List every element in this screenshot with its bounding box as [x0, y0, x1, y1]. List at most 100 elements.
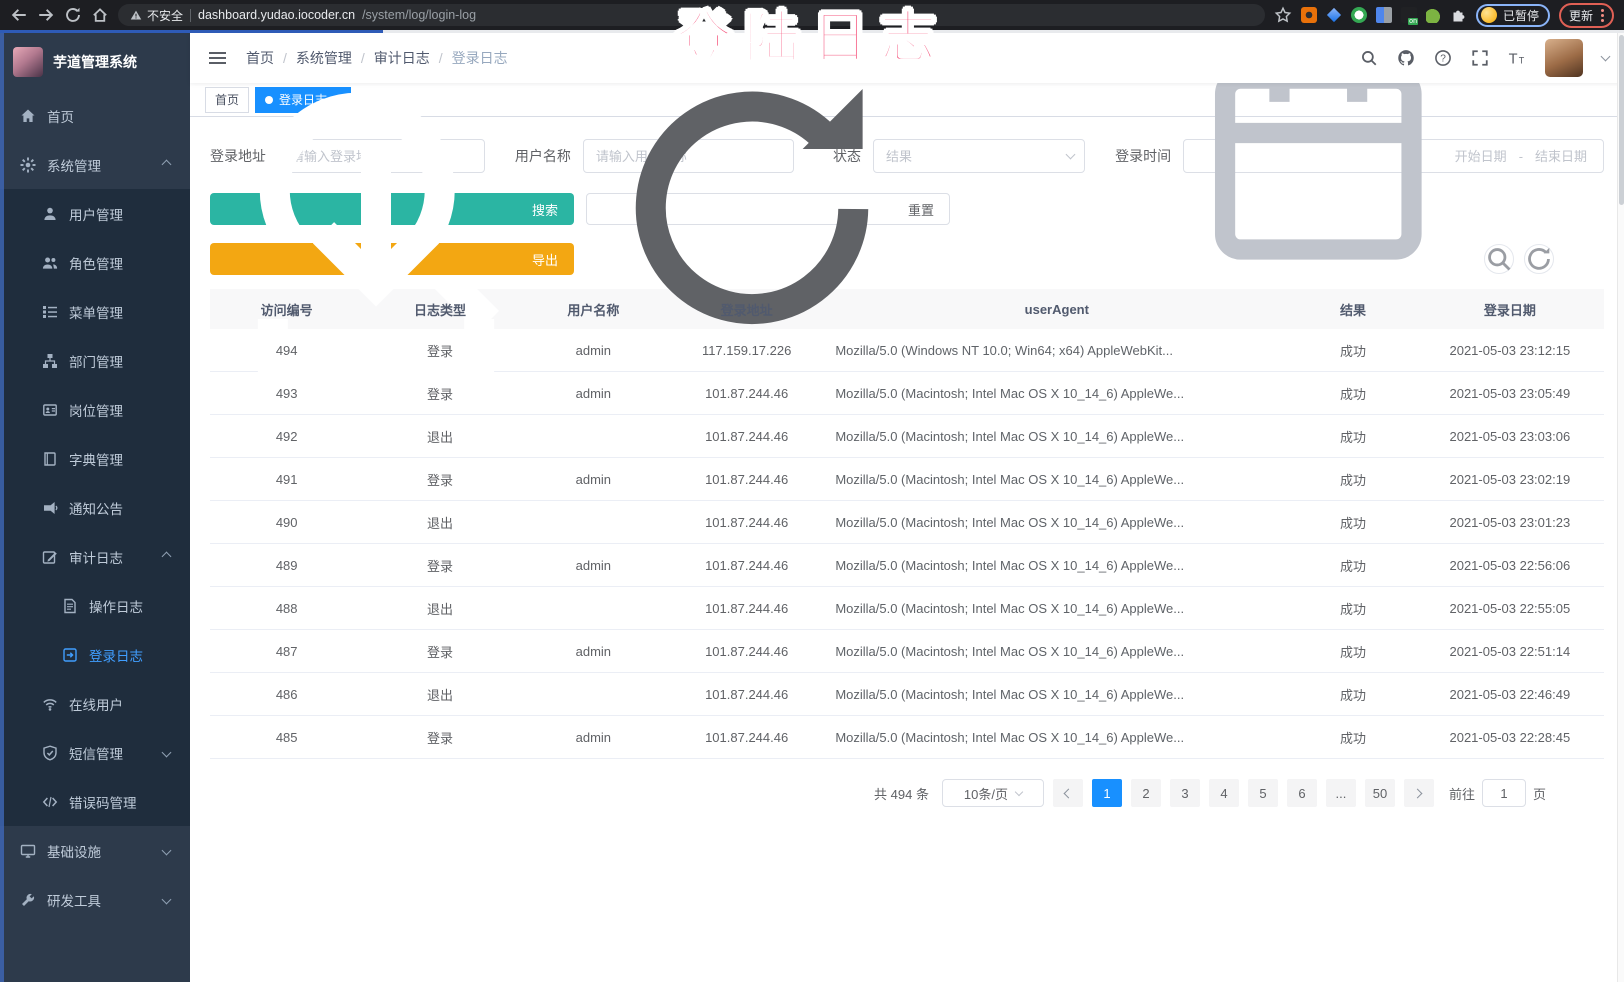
- export-button[interactable]: 导出: [210, 146, 575, 379]
- next-page-button[interactable]: [1403, 779, 1434, 807]
- table-row: 492 退出 101.87.244.46 Mozilla/5.0 (Macintosh…: [210, 415, 1604, 458]
- kebab-menu-icon[interactable]: [1601, 8, 1604, 22]
- sidebar-item-menu[interactable]: 菜单管理: [0, 287, 190, 336]
- sidebar-item-online-user[interactable]: 在线用户: [0, 679, 190, 728]
- cell-type: 退出: [426, 687, 453, 703]
- back-icon[interactable]: [10, 6, 28, 24]
- update-button[interactable]: 更新: [1558, 2, 1614, 28]
- sidebar-item-login-log[interactable]: 登录日志: [0, 630, 190, 679]
- cell-id: 492: [275, 428, 298, 444]
- username-label: 用户名称: [514, 148, 571, 164]
- sidebar-item-post[interactable]: 岗位管理: [0, 385, 190, 434]
- extension-leaf-icon[interactable]: [1425, 7, 1442, 23]
- toggle-search-button[interactable]: [1484, 244, 1514, 274]
- extension-green-icon[interactable]: [1350, 7, 1367, 23]
- github-icon[interactable]: [1397, 49, 1415, 67]
- extension-on-icon[interactable]: [1400, 7, 1418, 25]
- reload-icon[interactable]: [64, 6, 82, 24]
- app-logo[interactable]: 芋道管理系统: [0, 33, 190, 91]
- breadcrumb-audit-log[interactable]: 审计日志: [373, 50, 430, 66]
- cell-user_agent: Mozilla/5.0 (Macintosh; Intel Mac OS X 1…: [835, 729, 1185, 745]
- cell-user_agent: Mozilla/5.0 (Macintosh; Intel Mac OS X 1…: [835, 643, 1185, 659]
- sidebar-item-dept[interactable]: 部门管理: [0, 336, 190, 385]
- page-button-3[interactable]: 3: [1169, 779, 1200, 807]
- sidebar-item-errcode[interactable]: 错误码管理: [0, 777, 190, 826]
- breadcrumb-home[interactable]: 首页: [246, 50, 274, 66]
- breadcrumb-separator: /: [283, 50, 287, 66]
- home-icon[interactable]: [91, 6, 109, 24]
- sidebar-item-role[interactable]: 角色管理: [0, 238, 190, 287]
- tag-首页[interactable]: 首页: [205, 86, 250, 113]
- page-button-50[interactable]: 50: [1364, 779, 1395, 807]
- refresh-icon: [1525, 245, 1553, 273]
- sidebar-item-notice[interactable]: 通知公告: [0, 483, 190, 532]
- hamburger-icon[interactable]: [205, 48, 230, 68]
- svg-text:?: ?: [1440, 54, 1446, 65]
- page-scrollbar[interactable]: [1617, 33, 1624, 982]
- sidebar-item-dict[interactable]: 字典管理: [0, 434, 190, 483]
- login-address-label: 登录地址: [210, 148, 266, 164]
- cell-type: 登录: [426, 558, 453, 574]
- sidebar-item-home[interactable]: 首页: [0, 91, 190, 140]
- cell-user_agent: Mozilla/5.0 (Macintosh; Intel Mac OS X 1…: [835, 514, 1185, 530]
- cell-type: 退出: [426, 515, 453, 531]
- help-icon[interactable]: ?: [1434, 49, 1452, 67]
- sidebar-item-devtools[interactable]: 研发工具: [0, 875, 190, 924]
- fullscreen-icon[interactable]: [1471, 49, 1489, 67]
- bookmark-star-icon[interactable]: [1274, 6, 1292, 24]
- chevron-up-icon: [161, 159, 172, 170]
- cell-user_agent: Mozilla/5.0 (Macintosh; Intel Mac OS X 1…: [835, 428, 1185, 444]
- search-icon[interactable]: [1360, 49, 1378, 67]
- page-button-2[interactable]: 2: [1130, 779, 1161, 807]
- extension-orange-icon[interactable]: [1300, 7, 1317, 23]
- cell-date: 2021-05-03 22:51:14: [1449, 643, 1571, 659]
- sidebar-item-audit-log[interactable]: 审计日志: [0, 532, 190, 581]
- page-button-5[interactable]: 5: [1247, 779, 1278, 807]
- cell-date: 2021-05-03 23:12:15: [1449, 342, 1571, 358]
- sidebar-item-sms[interactable]: 短信管理: [0, 728, 190, 777]
- sidebar-item-user[interactable]: 用户管理: [0, 189, 190, 238]
- page-size-select[interactable]: 10条/页: [941, 779, 1044, 807]
- cell-result: 成功: [1340, 429, 1367, 445]
- address-bar[interactable]: 不安全 dashboard.yudao.iocoder.cn/system/lo…: [118, 4, 1265, 26]
- sidebar-item-label: 菜单管理: [69, 305, 123, 321]
- monitor-icon: [20, 843, 36, 859]
- start-date-input[interactable]: [1448, 148, 1513, 164]
- extension-gem-icon[interactable]: [1325, 7, 1342, 23]
- status-select-input[interactable]: [872, 139, 1085, 173]
- page-button-6[interactable]: 6: [1286, 779, 1317, 807]
- sidebar-item-system[interactable]: 系统管理: [0, 140, 190, 189]
- breadcrumb-system[interactable]: 系统管理: [295, 50, 352, 66]
- url-divider: [190, 8, 192, 22]
- refresh-table-button[interactable]: [1524, 244, 1554, 274]
- prev-page-button[interactable]: [1052, 779, 1083, 807]
- status-select[interactable]: [872, 139, 1085, 173]
- export-button-label: 导出: [532, 252, 559, 268]
- goto-page-input[interactable]: [1481, 779, 1526, 807]
- end-date-input[interactable]: [1529, 148, 1594, 164]
- extensions-puzzle-icon[interactable]: [1451, 7, 1467, 23]
- shield-check-icon: [42, 744, 58, 761]
- cell-username: admin: [575, 557, 612, 573]
- chevron-down-icon[interactable]: [1600, 51, 1611, 61]
- reset-button[interactable]: 重置: [586, 89, 951, 325]
- gear-icon: [20, 157, 36, 173]
- profile-badge[interactable]: 已暂停: [1475, 3, 1550, 27]
- cell-result: 成功: [1340, 386, 1367, 402]
- extension-grid-icon[interactable]: [1375, 7, 1392, 23]
- chevron-up-icon: [161, 551, 172, 562]
- forward-icon[interactable]: [37, 6, 55, 24]
- date-range-picker[interactable]: -: [1183, 55, 1605, 260]
- app-title: 芋道管理系统: [53, 54, 137, 70]
- sidebar-item-label: 登录日志: [89, 648, 143, 664]
- page-button-1[interactable]: 1: [1091, 779, 1122, 807]
- security-warning[interactable]: 不安全: [130, 7, 183, 24]
- more-pages-button[interactable]: ...: [1325, 779, 1356, 807]
- page-button-4[interactable]: 4: [1208, 779, 1239, 807]
- user-avatar[interactable]: [1545, 39, 1583, 77]
- sidebar-item-operate-log[interactable]: 操作日志: [0, 581, 190, 630]
- cell-date: 2021-05-03 22:46:49: [1449, 686, 1571, 702]
- scrollbar-thumb[interactable]: [1619, 35, 1624, 205]
- sidebar-item-infra[interactable]: 基础设施: [0, 826, 190, 875]
